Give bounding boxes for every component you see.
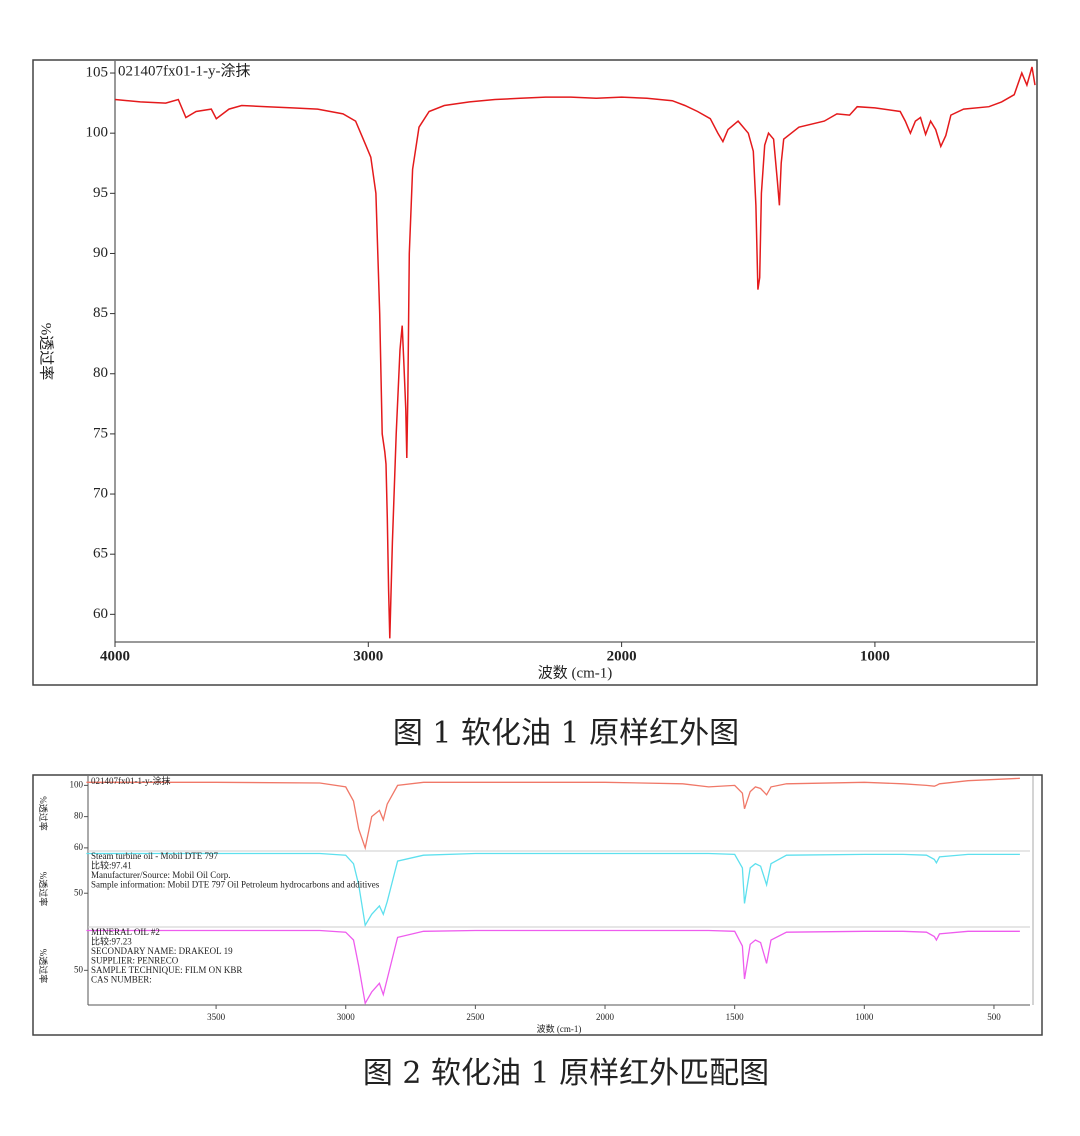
x-tick-label: 3000 <box>337 1012 356 1022</box>
annotation: SUPPLIER: PENRECO <box>91 956 179 966</box>
x-tick-label: 1500 <box>726 1012 745 1022</box>
y-tick-label: 95 <box>93 185 108 201</box>
figure-frame <box>32 59 1038 686</box>
x-tick-label: 4000 <box>100 648 130 664</box>
spectrum-line <box>86 929 1020 1006</box>
y-tick-label: 70 <box>93 485 108 501</box>
x-tick-label: 1000 <box>860 648 890 664</box>
y-tick-label: 85 <box>93 305 108 321</box>
y-tick-label: 100 <box>70 779 84 789</box>
annotation: CAS NUMBER: <box>91 975 152 985</box>
chart-title: 021407fx01-1-y-涂抹 <box>118 62 250 79</box>
y-tick-label: 60 <box>74 842 84 852</box>
annotation: 比较:97.23 <box>91 936 132 947</box>
x-tick-label: 3500 <box>207 1012 226 1022</box>
annotation: MINERAL OIL #2 <box>91 927 160 937</box>
annotation: 比较:97.41 <box>91 860 132 871</box>
annotation: Steam turbine oil - Mobil DTE 797 <box>91 851 218 861</box>
y-axis-label: %透过率 <box>38 872 49 907</box>
y-tick-label: 50 <box>74 887 84 897</box>
y-axis-label: %透过率 <box>38 323 55 381</box>
y-tick-label: 65 <box>93 546 108 562</box>
y-tick-label: 80 <box>74 811 84 821</box>
y-axis-label: %透过率 <box>38 949 49 984</box>
x-tick-label: 3000 <box>353 648 383 664</box>
x-tick-label: 2000 <box>607 648 637 664</box>
x-tick-label: 2500 <box>466 1012 485 1022</box>
spectrum-line <box>86 852 1020 928</box>
y-tick-label: 90 <box>93 245 108 261</box>
annotation: Manufacturer/Source: Mobil Oil Corp. <box>91 870 230 880</box>
x-tick-label: 1000 <box>855 1012 874 1022</box>
figure-frame <box>32 774 1043 1036</box>
x-tick-label: 500 <box>987 1012 1001 1022</box>
annotation: SAMPLE TECHNIQUE: FILM ON KBR <box>91 965 242 975</box>
annotation: SECONDARY NAME: DRAKEOL 19 <box>91 946 233 956</box>
spectrum-line <box>114 66 1036 639</box>
y-tick-label: 105 <box>86 64 109 80</box>
y-tick-label: 60 <box>93 606 108 622</box>
y-tick-label: 75 <box>93 425 108 441</box>
y-tick-label: 80 <box>93 365 108 381</box>
y-axis-label: %透过率 <box>38 796 49 831</box>
figure-caption: 图 2 软化油 1 原样红外匹配图 <box>363 1056 769 1091</box>
y-tick-label: 100 <box>86 125 109 141</box>
annotation: Sample information: Mobil DTE 797 Oil Pe… <box>91 880 380 890</box>
x-tick-label: 2000 <box>596 1012 615 1022</box>
annotation: 021407fx01-1-y-涂抹 <box>91 775 171 786</box>
y-tick-label: 50 <box>74 964 84 974</box>
spectrum-line <box>86 777 1020 851</box>
x-axis-label: 波数 (cm-1) <box>538 664 613 681</box>
x-axis-label: 波数 (cm-1) <box>537 1023 582 1034</box>
figure-caption: 图 1 软化油 1 原样红外图 <box>393 716 739 751</box>
